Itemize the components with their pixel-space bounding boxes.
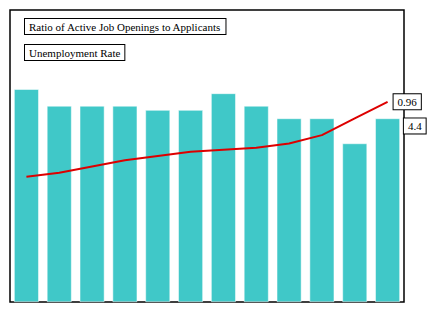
- svg-text:Unemployment Rate: Unemployment Rate: [29, 47, 120, 59]
- svg-text:4.4: 4.4: [408, 120, 422, 132]
- svg-text:Ratio of Active Job Openings t: Ratio of Active Job Openings to Applican…: [29, 21, 220, 33]
- svg-text:0.96: 0.96: [398, 96, 418, 108]
